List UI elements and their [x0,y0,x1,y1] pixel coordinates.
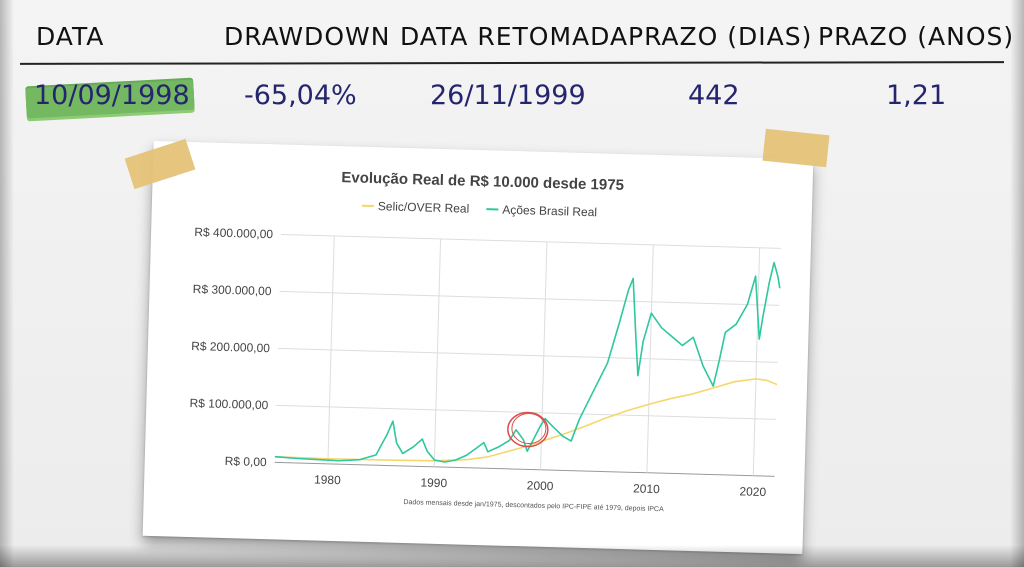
y-tick-label: R$ 100.000,00 [189,396,268,412]
chart: Evolução Real de R$ 10.000 desde 1975 Se… [189,169,781,513]
chart-title: Evolução Real de R$ 10.000 desde 1975 [341,169,624,194]
y-gridline [277,347,778,363]
series-line [274,261,781,463]
right-edge-shadow [1010,0,1024,567]
y-tick-label: R$ 400.000,00 [194,225,273,241]
x-gridline [646,244,654,473]
x-gridline [752,247,761,476]
header-drawdown: DRAWDOWN [224,22,391,51]
y-gridline [281,233,781,249]
tape-right [762,128,830,168]
x-tick-label: 2020 [739,484,766,499]
y-gridline [279,290,780,306]
x-gridline [433,238,442,467]
y-tick-label: R$ 200.000,00 [191,339,270,355]
legend-label: Ações Brasil Real [502,203,597,220]
chart-series [274,261,781,463]
x-tick-label: 2000 [527,478,554,493]
header-prazo-anos: PRAZO (ANOS) [818,22,1015,51]
legend-label: Selic/OVER Real [378,199,470,216]
chart-legend: Selic/OVER Real Ações Brasil Real [361,199,597,220]
value-data-retomada: 26/11/1999 [430,80,586,111]
y-axis-ticks: R$ 0,00 R$ 100.000,00 R$ 200.000,00 R$ 300.… [189,225,273,469]
left-edge-shadow [0,0,14,567]
series-line [274,378,778,462]
chart-photo: Evolução Real de R$ 10.000 desde 1975 Se… [142,140,814,555]
bottom-shadow [0,545,1024,567]
value-drawdown: -65,04% [244,80,357,111]
red-circle-annotation [507,411,549,448]
chart-footnote: Dados mensais desde jan/1975, descontado… [403,499,664,513]
value-prazo-dias: 442 [688,80,740,111]
y-tick-label: R$ 0,00 [225,454,268,469]
x-tick-label: 1980 [314,472,341,487]
y-gridline [274,461,775,477]
header-divider [20,61,1004,65]
header-prazo-dias: PRAZO (DIAS) [628,22,813,51]
red-circle-annotation-inner [511,413,547,445]
x-gridline [327,235,335,464]
chart-annotation [507,411,549,448]
x-tick-label: 2010 [633,481,660,496]
header-data: DATA [36,22,105,51]
header-data-retomada: DATA RETOMADA [400,22,629,51]
x-tick-label: 1990 [420,475,447,490]
x-axis-ticks: 1980 1990 2000 2010 2020 [314,472,767,499]
y-tick-label: R$ 300.000,00 [193,282,272,298]
chart-grid [274,233,781,477]
x-gridline [540,241,548,470]
value-data: 10/09/1998 [34,80,190,111]
value-prazo-anos: 1,21 [886,80,947,111]
